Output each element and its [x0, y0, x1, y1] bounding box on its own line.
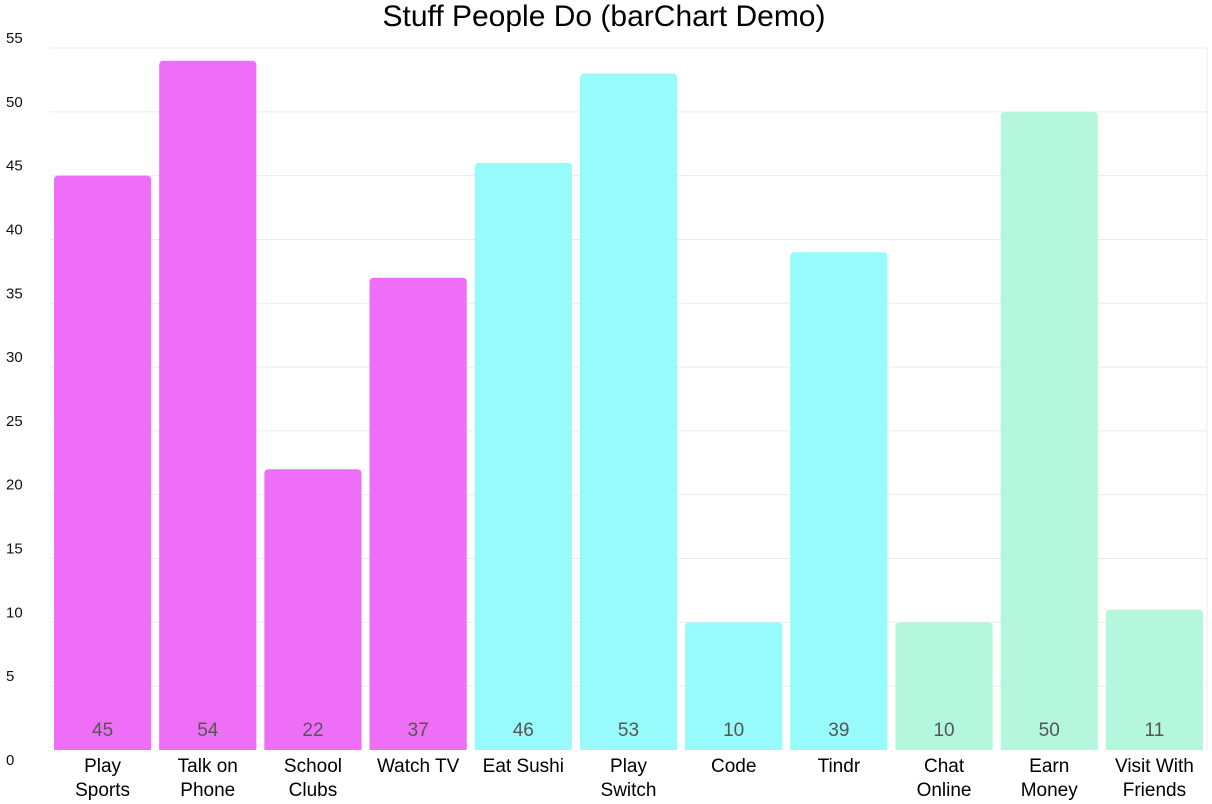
x-tick-label: Earn [1029, 756, 1069, 777]
bar-base [264, 744, 362, 750]
y-tick-label: 30 [6, 349, 23, 366]
x-tick-label: Play [84, 756, 121, 777]
y-tick-label: 15 [6, 541, 23, 558]
chart-title: Stuff People Do (barChart Demo) [383, 0, 826, 33]
y-tick-label: 20 [6, 477, 23, 494]
data-label: 46 [513, 720, 534, 741]
data-labels: 45 54 22 37 46 53 10 39 10 50 11 [92, 720, 1164, 741]
x-tick-label: Money [1021, 780, 1079, 801]
bar [369, 277, 467, 750]
bar [579, 73, 678, 750]
x-tick-label: Online [917, 780, 972, 801]
x-tick-label: Eat Sushi [483, 756, 564, 777]
x-tick-label: Sports [75, 780, 130, 801]
x-tick-label: Chat [924, 756, 965, 777]
data-label: 50 [1039, 720, 1060, 741]
bar-base [579, 744, 678, 750]
x-tick-label: Play [610, 756, 647, 777]
bar [159, 60, 257, 751]
bar-base [369, 744, 467, 750]
bars [54, 60, 1203, 751]
x-axis-ticks: Play Sports Talk on Phone School Clubs Watch T… [75, 756, 1194, 801]
y-tick-label: 55 [6, 30, 23, 47]
y-tick-label: 0 [6, 752, 14, 769]
bar-base [790, 744, 888, 750]
bar [54, 175, 152, 751]
x-tick-label: Switch [601, 780, 657, 801]
y-axis-ticks: 0 5 10 15 20 25 30 35 40 45 50 55 [6, 30, 23, 769]
bar-base [685, 744, 783, 750]
bar [474, 162, 572, 750]
data-label: 54 [197, 720, 219, 741]
data-label: 22 [302, 720, 323, 741]
data-label: 53 [618, 720, 639, 741]
data-label: 45 [92, 720, 113, 741]
y-tick-label: 45 [6, 158, 23, 175]
data-label: 10 [723, 720, 744, 741]
bar-base [1000, 744, 1098, 750]
bar [895, 622, 993, 750]
data-label: 11 [1145, 720, 1165, 741]
bar [1000, 111, 1098, 751]
x-tick-label: Watch TV [377, 756, 460, 777]
bar [685, 622, 783, 750]
bar-base [474, 744, 572, 750]
bar [1105, 609, 1203, 750]
data-label: 37 [408, 720, 429, 741]
y-tick-label: 35 [6, 285, 23, 302]
x-tick-label: Visit With [1115, 756, 1194, 777]
x-tick-label: Phone [180, 780, 235, 801]
x-tick-label: Clubs [289, 780, 338, 801]
data-label: 39 [828, 720, 849, 741]
bar-base [1105, 744, 1203, 750]
y-tick-label: 50 [6, 94, 23, 111]
x-tick-label: Friends [1123, 780, 1186, 801]
y-tick-label: 40 [6, 221, 23, 238]
x-tick-label: Tindr [818, 756, 861, 777]
x-tick-label: Talk on [178, 756, 238, 777]
bar [264, 469, 362, 750]
y-tick-label: 10 [6, 604, 23, 621]
data-label: 10 [933, 720, 954, 741]
bar-base [159, 744, 257, 750]
x-tick-label: Code [711, 756, 756, 777]
bar-base [54, 744, 152, 750]
bar [790, 252, 888, 750]
y-tick-label: 25 [6, 413, 23, 430]
y-tick-label: 5 [6, 668, 14, 685]
bar-base [895, 744, 993, 750]
x-tick-label: School [284, 756, 342, 777]
